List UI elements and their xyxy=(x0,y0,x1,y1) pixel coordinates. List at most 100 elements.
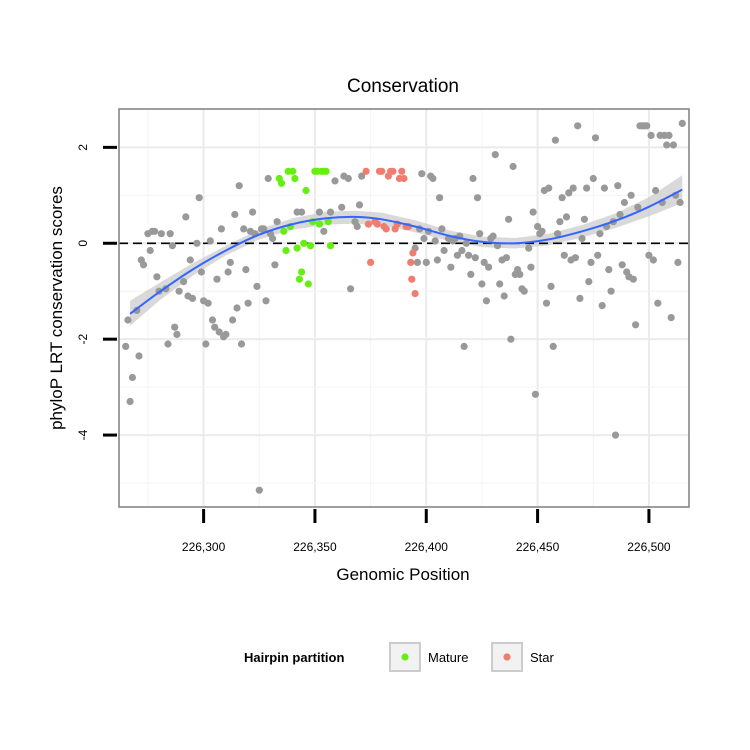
point-other xyxy=(558,194,566,202)
x-tick-label: 226,300 xyxy=(182,540,226,554)
point-other xyxy=(591,134,600,142)
legend: Hairpin partition Mature Star xyxy=(244,642,555,672)
point-other xyxy=(507,335,515,343)
point-other xyxy=(585,278,593,286)
point-other xyxy=(562,213,571,221)
point-star xyxy=(373,220,381,228)
point-other xyxy=(556,218,564,226)
y-tick-label: 0 xyxy=(76,240,90,247)
point-other xyxy=(627,191,635,199)
point-other xyxy=(531,390,540,398)
point-other xyxy=(520,287,528,295)
gridlines xyxy=(119,109,689,507)
point-other xyxy=(235,182,243,190)
point-other xyxy=(580,215,589,223)
legend-star-dot xyxy=(503,653,511,661)
point-other xyxy=(326,208,335,216)
point-other xyxy=(418,170,426,178)
point-other xyxy=(465,251,473,259)
point-other xyxy=(551,136,560,144)
point-other xyxy=(542,299,551,307)
point-other xyxy=(260,225,268,233)
point-other xyxy=(166,230,174,238)
point-other xyxy=(242,266,250,274)
point-other xyxy=(146,246,154,255)
point-other xyxy=(632,321,640,329)
x-tick-label: 226,500 xyxy=(627,540,671,554)
point-other xyxy=(469,174,477,183)
point-other xyxy=(240,225,248,233)
point-other xyxy=(534,222,542,231)
point-other xyxy=(315,208,323,216)
point-other xyxy=(122,342,130,350)
point-other xyxy=(180,278,188,286)
point-other xyxy=(505,215,513,223)
point-star xyxy=(409,249,417,257)
point-other xyxy=(485,263,493,271)
point-other xyxy=(654,299,662,307)
point-other xyxy=(197,268,205,276)
point-other xyxy=(571,254,580,262)
y-axis: -4 -2 0 2 xyxy=(76,144,117,440)
legend-title: Hairpin partition xyxy=(244,650,344,665)
point-star xyxy=(367,258,375,266)
legend-label-star: Star xyxy=(530,650,555,665)
point-other xyxy=(182,213,190,221)
point-other xyxy=(614,182,622,190)
point-other xyxy=(264,174,272,183)
series-other xyxy=(122,119,686,494)
point-mature xyxy=(277,179,286,187)
point-other xyxy=(429,174,437,183)
point-other xyxy=(237,340,246,348)
point-other xyxy=(347,285,355,293)
data-points xyxy=(122,119,686,494)
point-star xyxy=(382,225,390,233)
point-other xyxy=(135,352,143,360)
point-other xyxy=(502,254,510,262)
point-other xyxy=(618,261,626,269)
point-other xyxy=(525,244,533,252)
point-other xyxy=(478,280,486,288)
point-other xyxy=(262,297,270,305)
point-other xyxy=(516,270,524,278)
point-other xyxy=(476,230,484,238)
point-other xyxy=(538,227,546,235)
point-star xyxy=(398,167,406,175)
point-other xyxy=(213,275,221,283)
point-other xyxy=(413,258,421,266)
point-other xyxy=(171,323,179,331)
point-other xyxy=(460,342,468,350)
point-other xyxy=(500,292,508,300)
point-other xyxy=(157,230,165,238)
point-other xyxy=(674,258,682,266)
point-other xyxy=(204,299,212,307)
point-mature xyxy=(282,246,290,255)
point-other xyxy=(565,189,573,197)
point-other xyxy=(605,266,613,274)
point-other xyxy=(168,242,176,250)
point-other xyxy=(206,237,214,245)
point-other xyxy=(545,184,553,192)
point-other xyxy=(186,256,194,264)
point-other xyxy=(224,268,232,276)
point-star xyxy=(411,290,419,298)
point-other xyxy=(554,230,562,238)
point-other xyxy=(331,177,339,185)
point-other xyxy=(222,330,230,338)
x-axis-title: Genomic Position xyxy=(336,565,469,584)
point-star xyxy=(400,174,408,183)
point-other xyxy=(440,246,448,255)
point-other xyxy=(128,373,136,382)
point-other xyxy=(629,275,637,283)
point-other xyxy=(253,282,261,290)
point-other xyxy=(569,184,577,192)
point-other xyxy=(244,299,252,307)
point-other xyxy=(496,280,504,288)
point-other xyxy=(678,119,686,127)
point-other xyxy=(344,174,352,183)
point-other xyxy=(676,198,684,207)
point-other xyxy=(255,486,263,494)
point-other xyxy=(124,316,132,324)
point-other xyxy=(473,194,482,202)
point-other xyxy=(139,261,148,269)
